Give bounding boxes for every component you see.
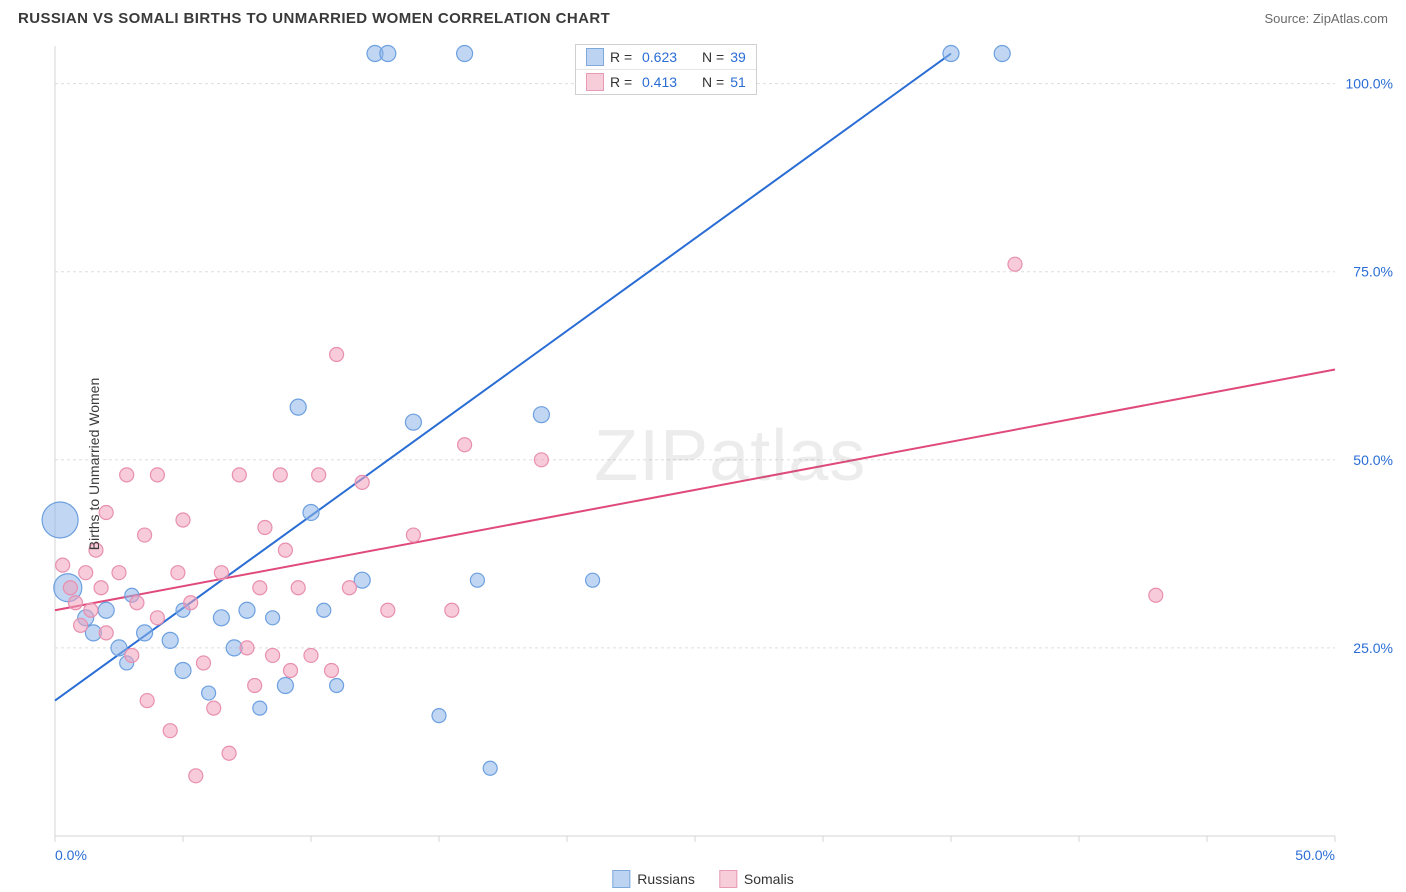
n-value: 51 [730, 74, 746, 90]
legend-row: R = 0.413 N = 51 [576, 70, 756, 94]
svg-text:50.0%: 50.0% [1295, 847, 1335, 863]
n-label: N = [702, 74, 724, 90]
source-link[interactable]: ZipAtlas.com [1313, 11, 1388, 26]
legend-swatch [612, 870, 630, 888]
r-label: R = [610, 74, 634, 90]
r-label: R = [610, 49, 634, 65]
n-label: N = [702, 49, 724, 65]
legend-item: Somalis [719, 870, 794, 888]
legend-row: R = 0.623 N = 39 [576, 45, 756, 70]
correlation-legend: R = 0.623 N = 39 R = 0.413 N = 51 [575, 44, 757, 95]
series-legend: Russians Somalis [612, 870, 793, 888]
chart-title: RUSSIAN VS SOMALI BIRTHS TO UNMARRIED WO… [18, 10, 610, 27]
legend-swatch [586, 73, 604, 91]
r-value: 0.413 [642, 74, 688, 90]
svg-text:25.0%: 25.0% [1353, 640, 1393, 656]
legend-label: Russians [637, 871, 695, 887]
legend-swatch [586, 48, 604, 66]
source-attribution: Source: ZipAtlas.com [1264, 11, 1388, 26]
svg-text:50.0%: 50.0% [1353, 452, 1393, 468]
svg-text:100.0%: 100.0% [1346, 76, 1393, 92]
svg-text:75.0%: 75.0% [1353, 264, 1393, 280]
legend-swatch [719, 870, 737, 888]
legend-label: Somalis [744, 871, 794, 887]
legend-item: Russians [612, 870, 695, 888]
r-value: 0.623 [642, 49, 688, 65]
y-axis-label: Births to Unmarried Women [86, 378, 102, 550]
scatter-chart: 25.0% 50.0% 75.0% 100.0% 0.0% 50.0% [0, 36, 1406, 892]
source-prefix: Source: [1264, 11, 1312, 26]
svg-text:0.0%: 0.0% [55, 847, 87, 863]
n-value: 39 [730, 49, 746, 65]
